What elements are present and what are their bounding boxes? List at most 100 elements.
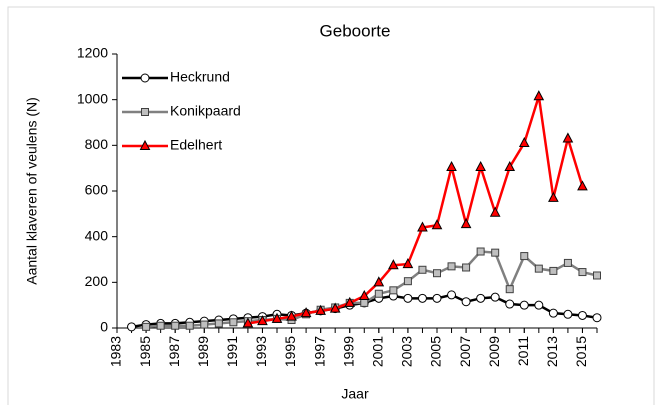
marker xyxy=(417,221,428,232)
x-tick-label: 2013 xyxy=(544,336,560,367)
x-axis-label: Jaar xyxy=(341,386,369,402)
y-tick-label: 1200 xyxy=(77,45,108,61)
marker xyxy=(548,308,558,318)
marker xyxy=(447,262,456,271)
marker xyxy=(491,248,500,257)
marker xyxy=(315,304,326,315)
x-tick-label: 1987 xyxy=(166,336,182,367)
marker xyxy=(534,264,543,273)
marker xyxy=(185,321,194,330)
marker xyxy=(446,160,457,172)
y-tick-label: 600 xyxy=(85,182,109,198)
marker xyxy=(578,268,587,277)
marker xyxy=(460,218,472,229)
x-tick-label: 2003 xyxy=(399,336,415,367)
x-tick-label: 2005 xyxy=(428,336,444,367)
marker xyxy=(286,310,297,321)
marker xyxy=(505,299,515,309)
marker xyxy=(344,296,356,307)
marker xyxy=(534,300,544,310)
x-tick-label: 2015 xyxy=(573,336,589,367)
marker xyxy=(417,293,427,303)
x-tick-label: 2001 xyxy=(370,336,386,367)
marker xyxy=(431,219,443,230)
marker xyxy=(447,290,457,300)
marker xyxy=(358,289,370,301)
marker xyxy=(388,259,399,270)
marker xyxy=(403,277,412,286)
marker xyxy=(373,276,385,287)
marker xyxy=(300,307,312,318)
marker xyxy=(563,309,573,319)
marker xyxy=(360,298,369,307)
y-tick-label: 400 xyxy=(85,227,109,243)
marker xyxy=(271,312,283,323)
marker xyxy=(475,160,486,172)
marker xyxy=(504,160,516,172)
marker xyxy=(229,318,238,327)
x-tick-label: 2009 xyxy=(486,336,502,367)
y-tick-label: 0 xyxy=(100,319,108,335)
marker xyxy=(242,317,254,328)
marker xyxy=(374,289,383,298)
y-axis-label: Aantal klaveren of veulens (N) xyxy=(24,97,40,285)
series-line xyxy=(247,95,584,325)
x-tick-label: 1995 xyxy=(282,336,298,367)
x-tick-label: 1991 xyxy=(224,336,240,367)
marker xyxy=(577,180,588,191)
marker xyxy=(418,265,427,274)
y-tick-label: 1000 xyxy=(77,90,108,106)
x-tick-label: 2011 xyxy=(515,336,531,366)
marker xyxy=(489,206,501,217)
marker xyxy=(257,315,268,326)
marker xyxy=(433,269,441,278)
marker xyxy=(520,252,529,261)
x-tick-label: 1989 xyxy=(195,336,211,367)
marker xyxy=(490,292,500,302)
legend-marker xyxy=(141,108,149,116)
marker xyxy=(200,320,209,329)
marker xyxy=(533,90,545,101)
marker xyxy=(389,286,398,295)
marker xyxy=(329,302,341,313)
x-tick-label: 1985 xyxy=(137,336,153,367)
marker xyxy=(156,321,165,330)
legend-label: Edelhert xyxy=(170,137,222,153)
marker xyxy=(402,257,414,269)
x-tick-label: 1983 xyxy=(108,336,124,367)
marker xyxy=(562,132,574,143)
marker xyxy=(461,297,471,307)
x-tick-label: 1993 xyxy=(253,336,269,367)
marker xyxy=(518,136,530,148)
marker xyxy=(142,322,151,331)
marker xyxy=(563,258,572,267)
marker xyxy=(462,263,471,272)
marker xyxy=(127,322,137,332)
legend-label: Konikpaard xyxy=(170,103,241,119)
marker xyxy=(592,313,602,323)
marker xyxy=(519,300,529,310)
legend-marker xyxy=(140,73,150,83)
marker xyxy=(214,319,223,328)
y-tick-label: 800 xyxy=(85,136,109,152)
marker xyxy=(549,266,558,275)
marker xyxy=(577,310,587,320)
marker xyxy=(548,191,559,202)
chart-frame xyxy=(7,6,655,405)
x-tick-label: 2007 xyxy=(457,336,473,367)
marker xyxy=(171,321,180,330)
marker xyxy=(403,293,413,303)
y-tick-label: 200 xyxy=(85,273,109,289)
x-tick-label: 1997 xyxy=(311,336,327,367)
marker xyxy=(432,293,442,303)
marker xyxy=(593,271,601,280)
legend-label: Heckrund xyxy=(170,69,230,85)
marker xyxy=(476,247,485,256)
marker xyxy=(505,285,514,294)
x-tick-label: 1999 xyxy=(340,336,356,367)
chart-title: Geboorte xyxy=(320,21,391,40)
legend-marker xyxy=(139,139,151,150)
marker xyxy=(476,293,486,303)
